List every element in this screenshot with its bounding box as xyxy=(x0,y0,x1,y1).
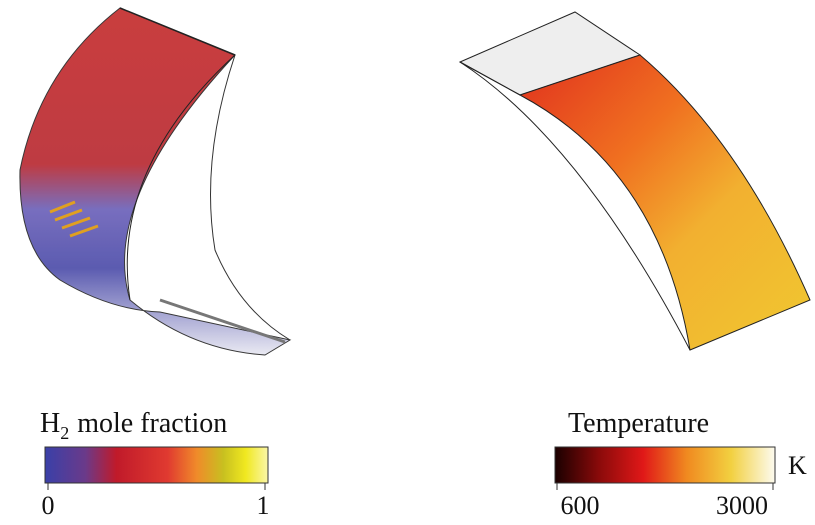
colorbar xyxy=(45,447,268,483)
colorbar-min: 600 xyxy=(561,491,600,520)
temperature-volume xyxy=(460,12,810,350)
colorbar-label: Temperature xyxy=(568,408,709,439)
figure: H2mole fraction 0 1 Temperature K 600 30… xyxy=(0,0,815,525)
colorbar-unit: K xyxy=(788,451,807,480)
colorbar-max: 3000 xyxy=(716,491,768,520)
colorbar-max: 1 xyxy=(257,491,270,520)
colorbar-min: 0 xyxy=(42,491,55,520)
h2-volume xyxy=(20,8,290,355)
colorbar xyxy=(555,447,775,483)
